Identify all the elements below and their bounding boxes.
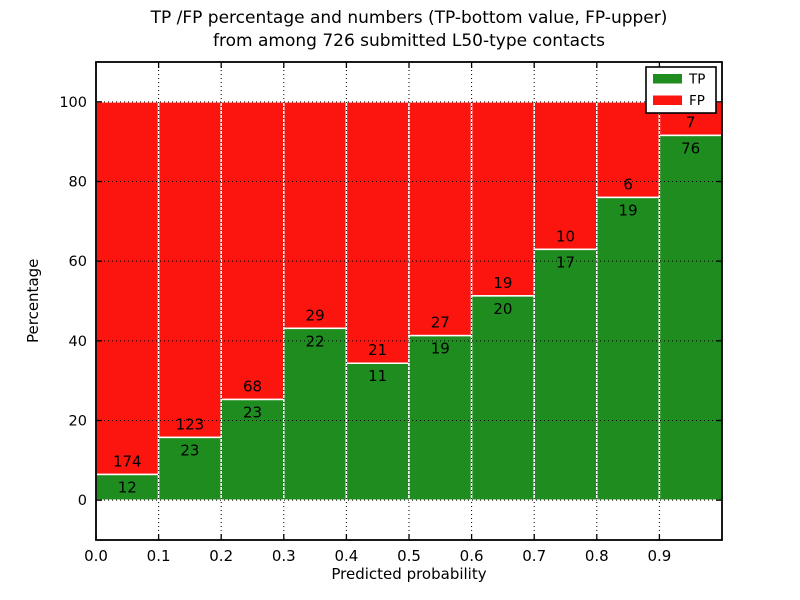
fp-count-label: 174 bbox=[113, 452, 142, 470]
fp-count-label: 68 bbox=[243, 377, 262, 395]
bar-fp-segment bbox=[283, 101, 348, 330]
bar-fp-segment bbox=[95, 101, 160, 476]
bar-tp-segment bbox=[470, 295, 535, 501]
x-tick-label: 0.5 bbox=[397, 547, 421, 565]
tp-count-label: 23 bbox=[243, 403, 262, 421]
bar-tp-segment bbox=[596, 196, 661, 501]
fp-count-label: 21 bbox=[368, 341, 387, 359]
legend-box bbox=[645, 66, 717, 114]
x-tick-label: 0.9 bbox=[647, 547, 671, 565]
fp-count-label: 10 bbox=[556, 227, 575, 245]
legend-swatch-fp bbox=[653, 95, 682, 105]
x-tick-label: 0.8 bbox=[585, 547, 609, 565]
bar-fp-segment bbox=[470, 101, 535, 297]
bar-fp-segment bbox=[345, 101, 410, 364]
chart-title-line2: from among 726 submitted L50-type contac… bbox=[213, 31, 605, 51]
x-tick-label: 0.1 bbox=[147, 547, 171, 565]
x-tick-label: 0.6 bbox=[460, 547, 484, 565]
y-tick-label: 40 bbox=[69, 334, 87, 350]
y-tick-label: 60 bbox=[69, 254, 87, 270]
tp-count-label: 20 bbox=[493, 300, 512, 318]
fp-count-label: 19 bbox=[493, 274, 512, 292]
x-tick-label: 0.0 bbox=[84, 547, 108, 565]
chart-title: TP /FP percentage and numbers (TP-bottom… bbox=[96, 7, 722, 53]
fp-count-label: 123 bbox=[176, 415, 205, 433]
tp-count-label: 22 bbox=[306, 332, 325, 350]
bar-fp-segment bbox=[220, 101, 285, 401]
x-axis-label: Predicted probability bbox=[331, 565, 487, 583]
fp-count-label: 29 bbox=[306, 306, 325, 324]
tp-count-label: 11 bbox=[368, 367, 387, 385]
legend-label-fp: FP bbox=[689, 93, 705, 109]
x-tick-label: 0.4 bbox=[334, 547, 358, 565]
y-tick-label: 80 bbox=[69, 175, 87, 191]
tp-count-label: 17 bbox=[556, 253, 575, 271]
tp-count-label: 12 bbox=[118, 478, 137, 496]
tp-count-label: 19 bbox=[431, 340, 450, 358]
bar-tp-segment bbox=[283, 327, 348, 501]
fp-count-label: 27 bbox=[431, 314, 450, 332]
tp-count-label: 23 bbox=[180, 441, 199, 459]
y-tick-label: 0 bbox=[78, 493, 87, 509]
bar-fp-segment bbox=[408, 101, 473, 337]
tp-count-label: 19 bbox=[619, 201, 638, 219]
fp-count-label: 6 bbox=[623, 175, 633, 193]
chart-title-line1: TP /FP percentage and numbers (TP-bottom… bbox=[150, 8, 668, 28]
x-tick-label: 0.3 bbox=[272, 547, 296, 565]
tp-count-label: 76 bbox=[681, 139, 700, 157]
legend-label-tp: TP bbox=[688, 72, 705, 88]
bar-tp-segment bbox=[658, 134, 723, 501]
bar-tp-segment bbox=[533, 248, 598, 501]
x-tick-label: 0.7 bbox=[522, 547, 546, 565]
y-tick-label: 100 bbox=[59, 95, 87, 111]
y-tick-label: 20 bbox=[69, 414, 87, 430]
legend-swatch-tp bbox=[653, 74, 682, 84]
fp-count-label: 7 bbox=[686, 113, 696, 131]
y-axis-label: Percentage bbox=[24, 258, 42, 344]
bar-fp-segment bbox=[157, 101, 222, 439]
bar-tp-segment bbox=[408, 334, 473, 501]
bar-tp-segment bbox=[220, 398, 285, 501]
x-tick-label: 0.2 bbox=[209, 547, 233, 565]
bar-tp-segment bbox=[157, 436, 222, 501]
